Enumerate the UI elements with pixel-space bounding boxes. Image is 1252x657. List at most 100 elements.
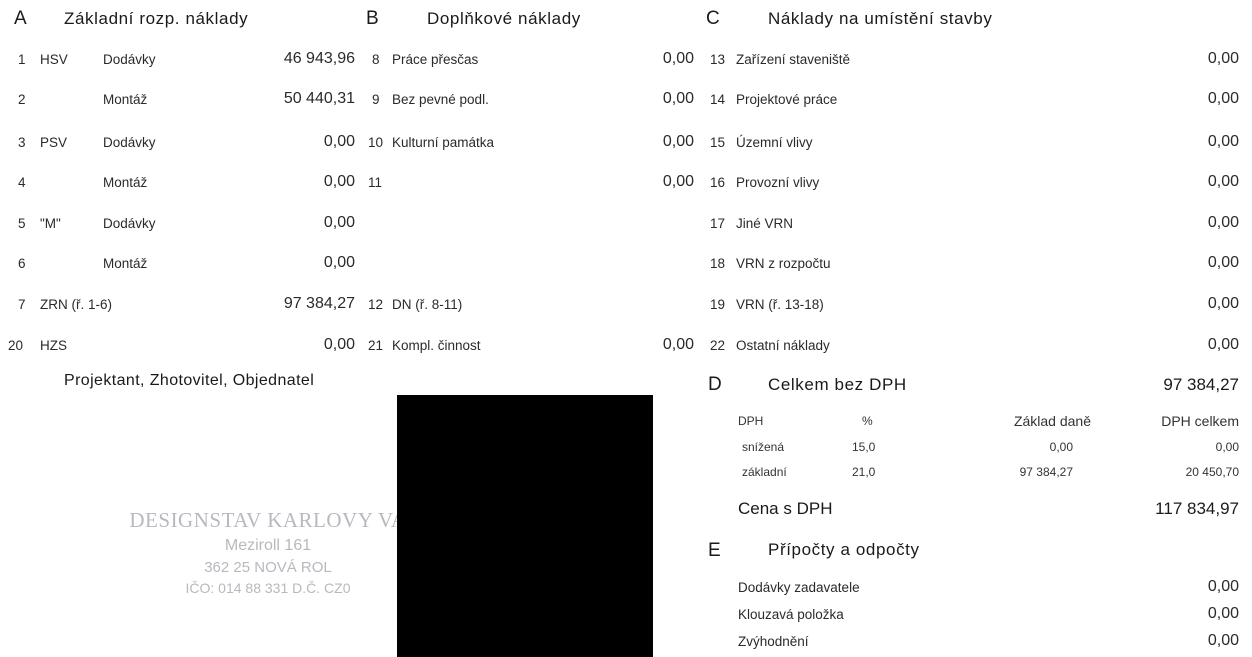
row-category: "M": [40, 216, 61, 231]
vat-header-total: DPH celkem: [1161, 413, 1239, 429]
row-value: 0,00: [662, 90, 694, 107]
row-value: 0,00: [323, 173, 355, 190]
row-type: Montáž: [103, 92, 148, 107]
vat-row-total: 0,00: [1215, 440, 1239, 454]
row-number: 13: [710, 52, 726, 67]
row-number: 9: [372, 92, 380, 107]
section-a-title: Základní rozp. náklady: [64, 9, 249, 28]
row-label: Kulturní památka: [392, 135, 495, 150]
row-category: HSV: [40, 52, 68, 67]
section-d-title: Celkem bez DPH: [768, 375, 907, 394]
row-number: 4: [18, 175, 26, 190]
row-value: 0,00: [323, 336, 355, 353]
row-number: 5: [18, 216, 26, 231]
price-with-vat-label: Cena s DPH: [738, 499, 833, 518]
stamp-line: 362 25 NOVÁ ROL: [204, 559, 332, 576]
row-number: 16: [710, 175, 726, 190]
section-b-title: Doplňkové náklady: [427, 9, 581, 28]
row-value: 0,00: [323, 254, 355, 271]
row-number: 1: [18, 52, 26, 67]
row-type: Dodávky: [103, 52, 156, 67]
row-value: 0,00: [1207, 336, 1239, 353]
row-value: 0,00: [1207, 133, 1239, 150]
row-label: Zvýhodnění: [738, 634, 809, 649]
row-label: DN (ř. 8-11): [392, 297, 463, 312]
vat-row-total: 20 450,70: [1185, 465, 1239, 479]
vat-header-base: Základ daně: [1013, 413, 1091, 429]
row-number: 15: [710, 135, 726, 150]
vat-row-label: základní: [742, 465, 787, 479]
vat-row-base: 97 384,27: [1019, 465, 1073, 479]
vat-row-label: snížená: [742, 440, 785, 454]
company-stamp: DESIGNSTAV KARLOVY VA Meziroll 161 362 2…: [118, 508, 418, 596]
row-value: 0,00: [662, 173, 694, 190]
row-number: 19: [710, 297, 726, 312]
row-number: 10: [368, 135, 384, 150]
row-number: 14: [710, 92, 726, 107]
row-number: 12: [368, 297, 384, 312]
row-category: ZRN (ř. 1-6): [40, 297, 112, 312]
section-a-letter: A: [14, 8, 27, 29]
row-value: 0,00: [1207, 605, 1239, 622]
section-e-letter: E: [708, 540, 721, 561]
row-value: 0,00: [662, 133, 694, 150]
section-b-letter: B: [366, 8, 379, 29]
row-label: Projektové práce: [736, 92, 838, 107]
row-value: 0,00: [1207, 214, 1239, 231]
row-number: 18: [710, 256, 726, 271]
row-value: 0,00: [1207, 254, 1239, 271]
row-number: 11: [368, 175, 383, 190]
row-number: 8: [372, 52, 380, 67]
section-c-letter: C: [706, 8, 720, 29]
vat-row-percent: 15,0: [852, 440, 876, 454]
vat-row-base: 0,00: [1049, 440, 1073, 454]
row-value: 0,00: [1207, 50, 1239, 67]
row-type: Dodávky: [103, 135, 156, 150]
row-value: 46 943,96: [283, 50, 355, 67]
vat-header-dph: DPH: [738, 414, 764, 428]
section-d-letter: D: [708, 374, 722, 395]
row-value: 0,00: [1207, 578, 1239, 595]
section-d-total: 97 384,27: [1163, 375, 1239, 394]
row-label: Kompl. činnost: [392, 338, 481, 353]
row-value: 97 384,27: [283, 295, 355, 312]
vat-row-percent: 21,0: [852, 465, 876, 479]
row-label: Klouzavá položka: [738, 607, 844, 622]
row-label: Jiné VRN: [736, 216, 794, 231]
section-c-title: Náklady na umístění stavby: [768, 9, 993, 28]
row-value: 0,00: [1207, 173, 1239, 190]
row-value: 0,00: [662, 336, 694, 353]
section-e-title: Přípočty a odpočty: [768, 540, 920, 559]
row-label: Bez pevné podl.: [392, 92, 489, 107]
row-number: 21: [368, 338, 384, 353]
parties-title: Projektant, Zhotovitel, Objednatel: [64, 372, 315, 389]
vat-header-percent: %: [862, 414, 873, 428]
row-label: Územní vlivy: [736, 135, 813, 150]
row-label: Zařízení staveniště: [736, 52, 851, 67]
row-number: 20: [8, 338, 24, 353]
row-number: 3: [18, 135, 26, 150]
row-label: Ostatní náklady: [736, 338, 830, 353]
redaction-block: [397, 395, 653, 657]
row-type: Dodávky: [103, 216, 156, 231]
row-category: HZS: [40, 338, 67, 353]
row-number: 7: [18, 297, 26, 312]
row-label: Práce přesčas: [392, 52, 479, 67]
row-category: PSV: [40, 135, 68, 150]
row-type: Montáž: [103, 256, 148, 271]
stamp-line: IČO: 014 88 331 D.Č. CZ0: [185, 580, 351, 596]
row-type: Montáž: [103, 175, 148, 190]
row-label: Dodávky zadavatele: [738, 580, 860, 595]
row-value: 0,00: [662, 50, 694, 67]
row-label: Provozní vlivy: [736, 175, 820, 190]
row-label: VRN (ř. 13-18): [736, 297, 824, 312]
row-label: VRN z rozpočtu: [736, 256, 831, 271]
row-value: 0,00: [1207, 295, 1239, 312]
row-value: 0,00: [1207, 632, 1239, 649]
row-number: 6: [18, 256, 26, 271]
row-value: 0,00: [1207, 90, 1239, 107]
row-value: 0,00: [323, 133, 355, 150]
row-value: 0,00: [323, 214, 355, 231]
stamp-line: DESIGNSTAV KARLOVY VA: [129, 508, 407, 532]
price-with-vat-value: 117 834,97: [1155, 499, 1239, 518]
